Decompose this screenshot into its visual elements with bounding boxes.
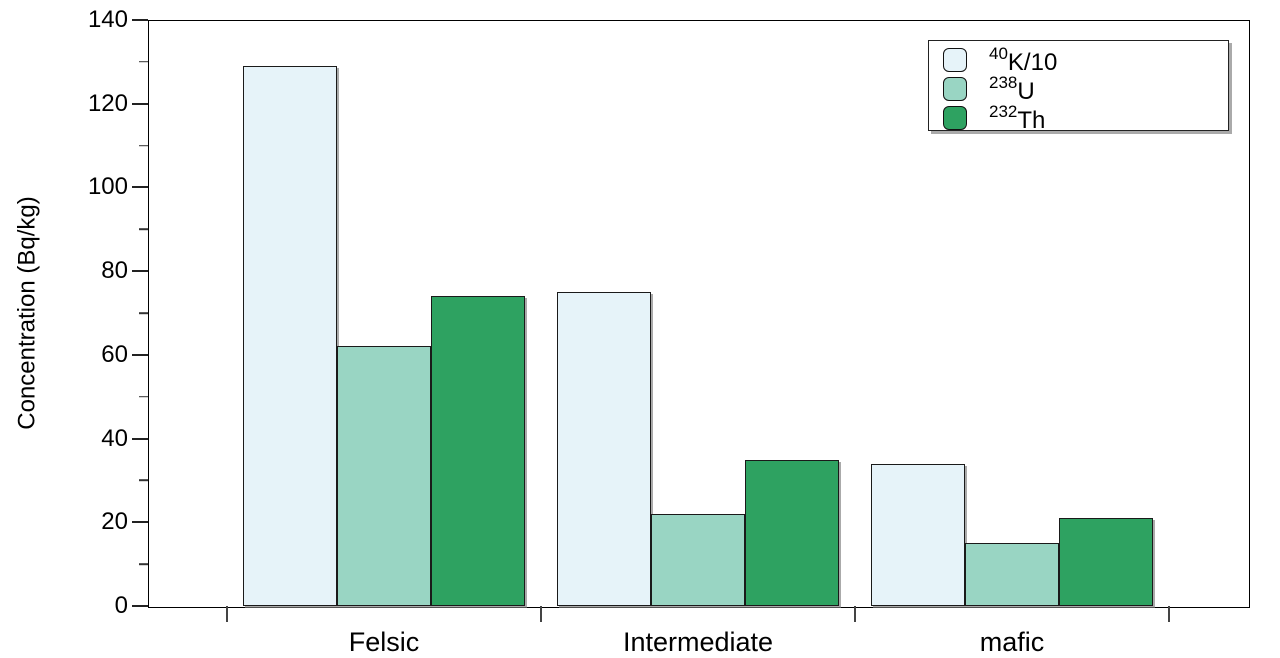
y-tick-label: 80 <box>101 257 128 285</box>
bar <box>871 463 965 606</box>
y-major-tick <box>132 437 148 440</box>
bar <box>745 459 839 606</box>
x-boundary-tick <box>226 606 228 622</box>
y-tick-label: 100 <box>87 173 128 201</box>
y-minor-tick <box>139 395 148 398</box>
legend-isotope-superscript: 238 <box>989 73 1018 92</box>
legend-swatch <box>943 47 967 72</box>
bar <box>243 66 337 606</box>
y-tick-label: 60 <box>101 340 128 368</box>
legend-label: 40K/10 <box>989 44 1058 76</box>
legend-label: 238U <box>989 73 1035 105</box>
legend-item: 238U <box>943 73 1228 105</box>
x-category-label: mafic <box>979 627 1045 657</box>
legend-isotope-superscript: 40 <box>989 44 1008 63</box>
y-major-tick <box>132 270 148 273</box>
y-minor-tick <box>139 479 148 482</box>
y-major-tick <box>132 353 148 356</box>
plot-area <box>148 20 1250 608</box>
y-axis-title-text: Concentration (Bq/kg) <box>14 196 42 430</box>
legend-item: 40K/10 <box>943 44 1228 76</box>
legend-isotope-superscript: 232 <box>989 102 1018 121</box>
bar <box>965 543 1059 606</box>
y-major-tick <box>132 19 148 21</box>
legend-label: 232Th <box>989 102 1046 134</box>
x-boundary-tick <box>854 606 856 622</box>
y-major-tick <box>132 102 148 105</box>
y-minor-tick <box>139 61 148 63</box>
legend-swatch <box>943 105 967 130</box>
y-minor-tick <box>139 563 148 565</box>
y-major-tick <box>132 605 148 607</box>
y-major-tick <box>132 186 148 189</box>
y-minor-tick <box>139 144 148 147</box>
bar <box>337 346 431 606</box>
x-boundary-tick <box>540 606 542 622</box>
bar <box>651 513 745 606</box>
bar <box>431 296 525 606</box>
y-tick-label: 140 <box>87 6 128 33</box>
y-major-tick <box>132 521 148 524</box>
legend-item: 232Th <box>943 102 1228 134</box>
x-boundary-tick <box>1168 606 1170 622</box>
y-tick-label: 0 <box>114 592 128 619</box>
legend-swatch <box>943 76 967 101</box>
x-category-label: Felsic <box>348 627 420 657</box>
bar <box>1059 518 1153 606</box>
legend: 40K/10 238U 232Th <box>928 40 1229 134</box>
x-category-label: Intermediate <box>622 627 774 657</box>
y-tick-label: 120 <box>87 89 128 117</box>
y-minor-tick <box>139 228 148 231</box>
bar <box>557 292 651 606</box>
y-minor-tick <box>139 312 148 314</box>
y-tick-label: 20 <box>101 508 128 536</box>
y-tick-label: 40 <box>101 424 128 452</box>
